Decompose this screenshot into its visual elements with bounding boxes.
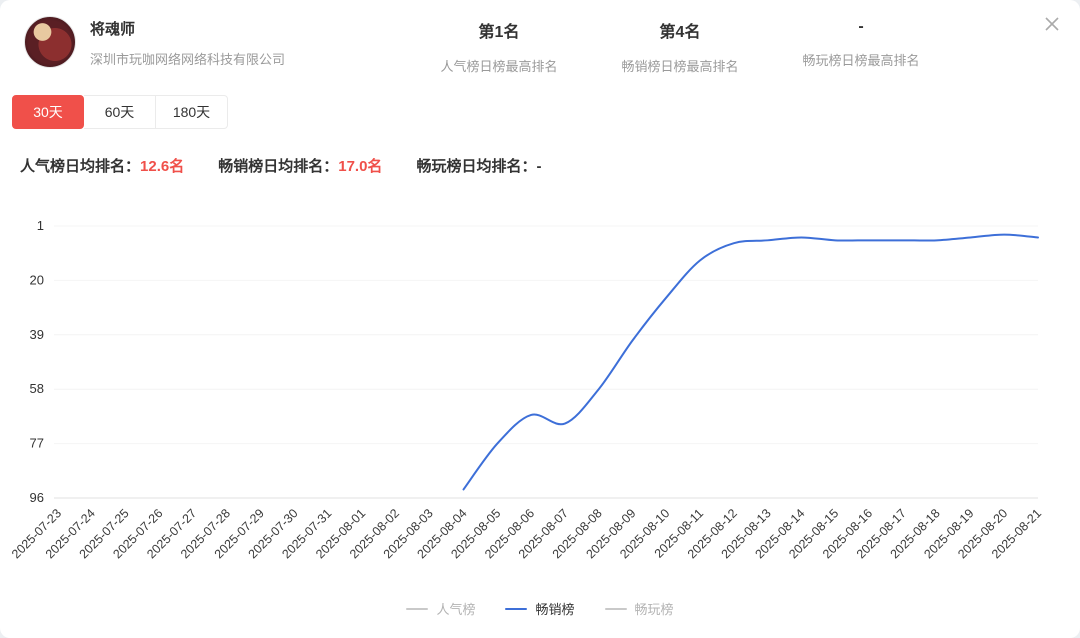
avg-label: 畅销榜日均排名： xyxy=(218,158,339,175)
legend-label: 畅玩榜 xyxy=(634,602,674,617)
legend-line-swatch xyxy=(604,607,627,610)
avg-value: - xyxy=(536,158,542,175)
stat-label: 人气榜日榜最高排名 xyxy=(440,59,558,74)
svg-text:39: 39 xyxy=(30,327,44,342)
avg-value: 12.6名 xyxy=(140,158,185,175)
avg-label: 畅玩榜日均排名： xyxy=(416,158,537,175)
legend-item[interactable]: 畅销榜 xyxy=(505,599,575,618)
close-icon[interactable] xyxy=(1040,12,1064,36)
legend-item[interactable]: 人气榜 xyxy=(406,599,475,618)
avg-mostplayed: 畅玩榜日均排名：- xyxy=(416,155,541,176)
tab-180-days[interactable]: 180天 xyxy=(156,95,228,129)
svg-text:1: 1 xyxy=(37,218,44,233)
svg-text:20: 20 xyxy=(30,272,44,287)
company-name: 深圳市玩咖网络网络科技有限公司 xyxy=(90,52,286,67)
stat-value: - xyxy=(858,18,864,35)
tab-60-days[interactable]: 60天 xyxy=(84,95,156,129)
stat-label: 畅销榜日榜最高排名 xyxy=(621,59,739,74)
stat-value: 第1名 xyxy=(478,24,520,41)
avg-value: 17.0名 xyxy=(338,158,383,175)
stat-popularity-best: 第1名 人气榜日榜最高排名 xyxy=(424,18,574,75)
legend-item[interactable]: 畅玩榜 xyxy=(604,599,674,618)
stat-label: 畅玩榜日榜最高排名 xyxy=(802,53,920,68)
chart-legend: 人气榜 畅销榜 畅玩榜 xyxy=(0,599,1080,618)
avg-popularity: 人气榜日均排名：12.6名 xyxy=(20,155,184,176)
average-rank-summary: 人气榜日均排名：12.6名 畅销榜日均排名：17.0名 畅玩榜日均排名：- xyxy=(20,155,1080,176)
svg-text:96: 96 xyxy=(30,490,44,505)
best-rank-stats: 第1名 人气榜日榜最高排名 第4名 畅销榜日榜最高排名 - 畅玩榜日榜最高排名 xyxy=(384,16,1056,75)
game-avatar xyxy=(24,16,76,68)
svg-text:77: 77 xyxy=(30,436,44,451)
legend-label: 畅销榜 xyxy=(535,602,575,617)
svg-text:58: 58 xyxy=(30,381,44,396)
game-meta: 将魂师 深圳市玩咖网络网络科技有限公司 xyxy=(90,16,285,68)
stat-mostplayed-best: - 畅玩榜日榜最高排名 xyxy=(786,18,936,75)
legend-line-swatch xyxy=(505,607,528,610)
period-tabs: 30天 60天 180天 xyxy=(12,95,1080,129)
legend-label: 人气榜 xyxy=(436,602,476,617)
rank-chart-area: 1 20 39 58 77 96 2025-07-23 2025-07-24 2025-07-2… xyxy=(0,198,1080,595)
game-title: 将魂师 xyxy=(90,21,136,38)
tab-30-days[interactable]: 30天 xyxy=(12,95,84,129)
rank-chart-svg: 120395877962025-07-232025-07-242025-07-2… xyxy=(9,218,1044,561)
legend-line-swatch xyxy=(406,607,429,610)
stat-value: 第4名 xyxy=(659,24,701,41)
avg-bestseller: 畅销榜日均排名：17.0名 xyxy=(218,155,382,176)
stat-bestseller-best: 第4名 畅销榜日榜最高排名 xyxy=(605,18,755,75)
panel-header: 将魂师 深圳市玩咖网络网络科技有限公司 第1名 人气榜日榜最高排名 第4名 畅销… xyxy=(0,0,1080,75)
avg-label: 人气榜日均排名： xyxy=(20,158,141,175)
game-info: 将魂师 深圳市玩咖网络网络科技有限公司 xyxy=(24,16,384,68)
